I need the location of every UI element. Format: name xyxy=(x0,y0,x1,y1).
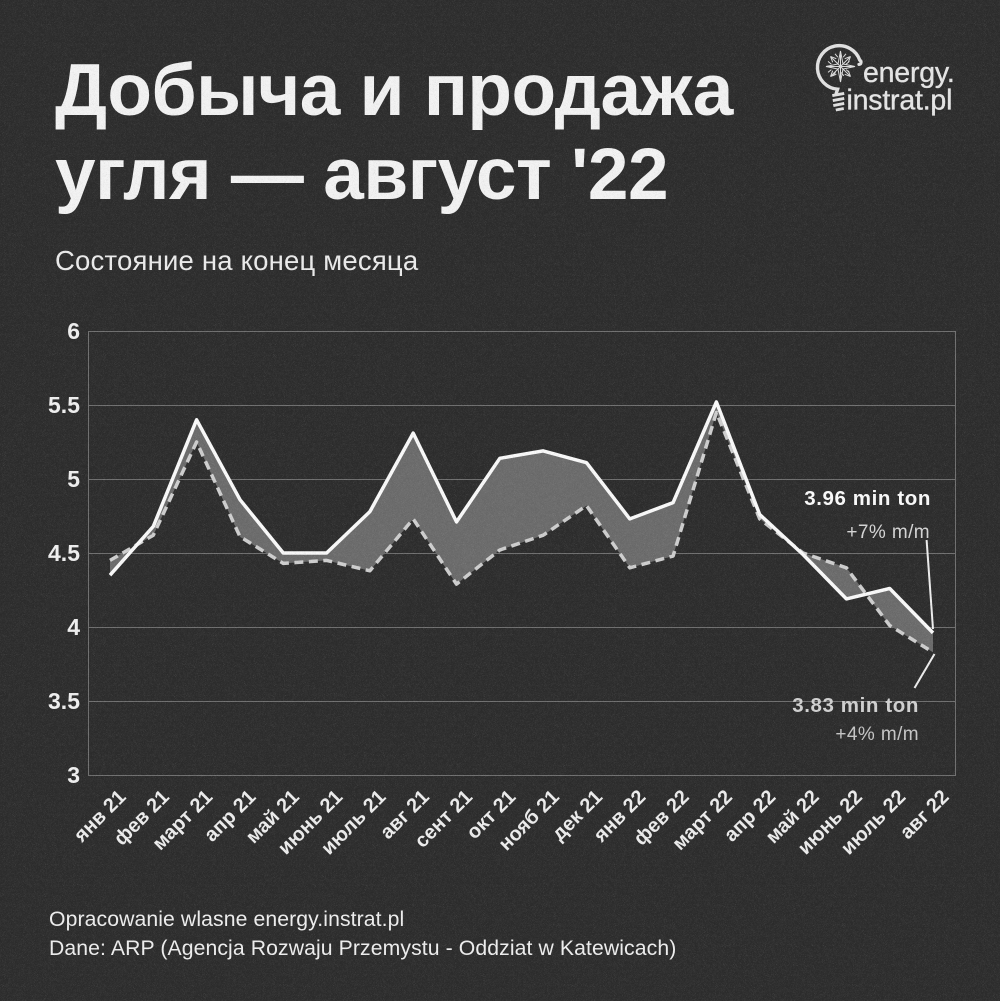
svg-text:4.5: 4.5 xyxy=(48,540,80,566)
svg-text:3: 3 xyxy=(67,762,80,788)
svg-text:5.5: 5.5 xyxy=(48,392,80,418)
svg-text:5: 5 xyxy=(67,466,80,492)
svg-text:instrat.pl: instrat.pl xyxy=(847,85,953,117)
svg-text:6: 6 xyxy=(67,318,80,344)
svg-text:авг 22: авг 22 xyxy=(896,786,954,844)
svg-text:+4% m/m: +4% m/m xyxy=(835,724,919,745)
svg-text:3.96 min ton: 3.96 min ton xyxy=(804,487,931,510)
svg-text:3.5: 3.5 xyxy=(48,688,80,714)
svg-text:+7% m/m: +7% m/m xyxy=(846,522,930,543)
svg-text:3.83 min ton: 3.83 min ton xyxy=(792,694,919,717)
svg-text:4: 4 xyxy=(67,614,80,640)
